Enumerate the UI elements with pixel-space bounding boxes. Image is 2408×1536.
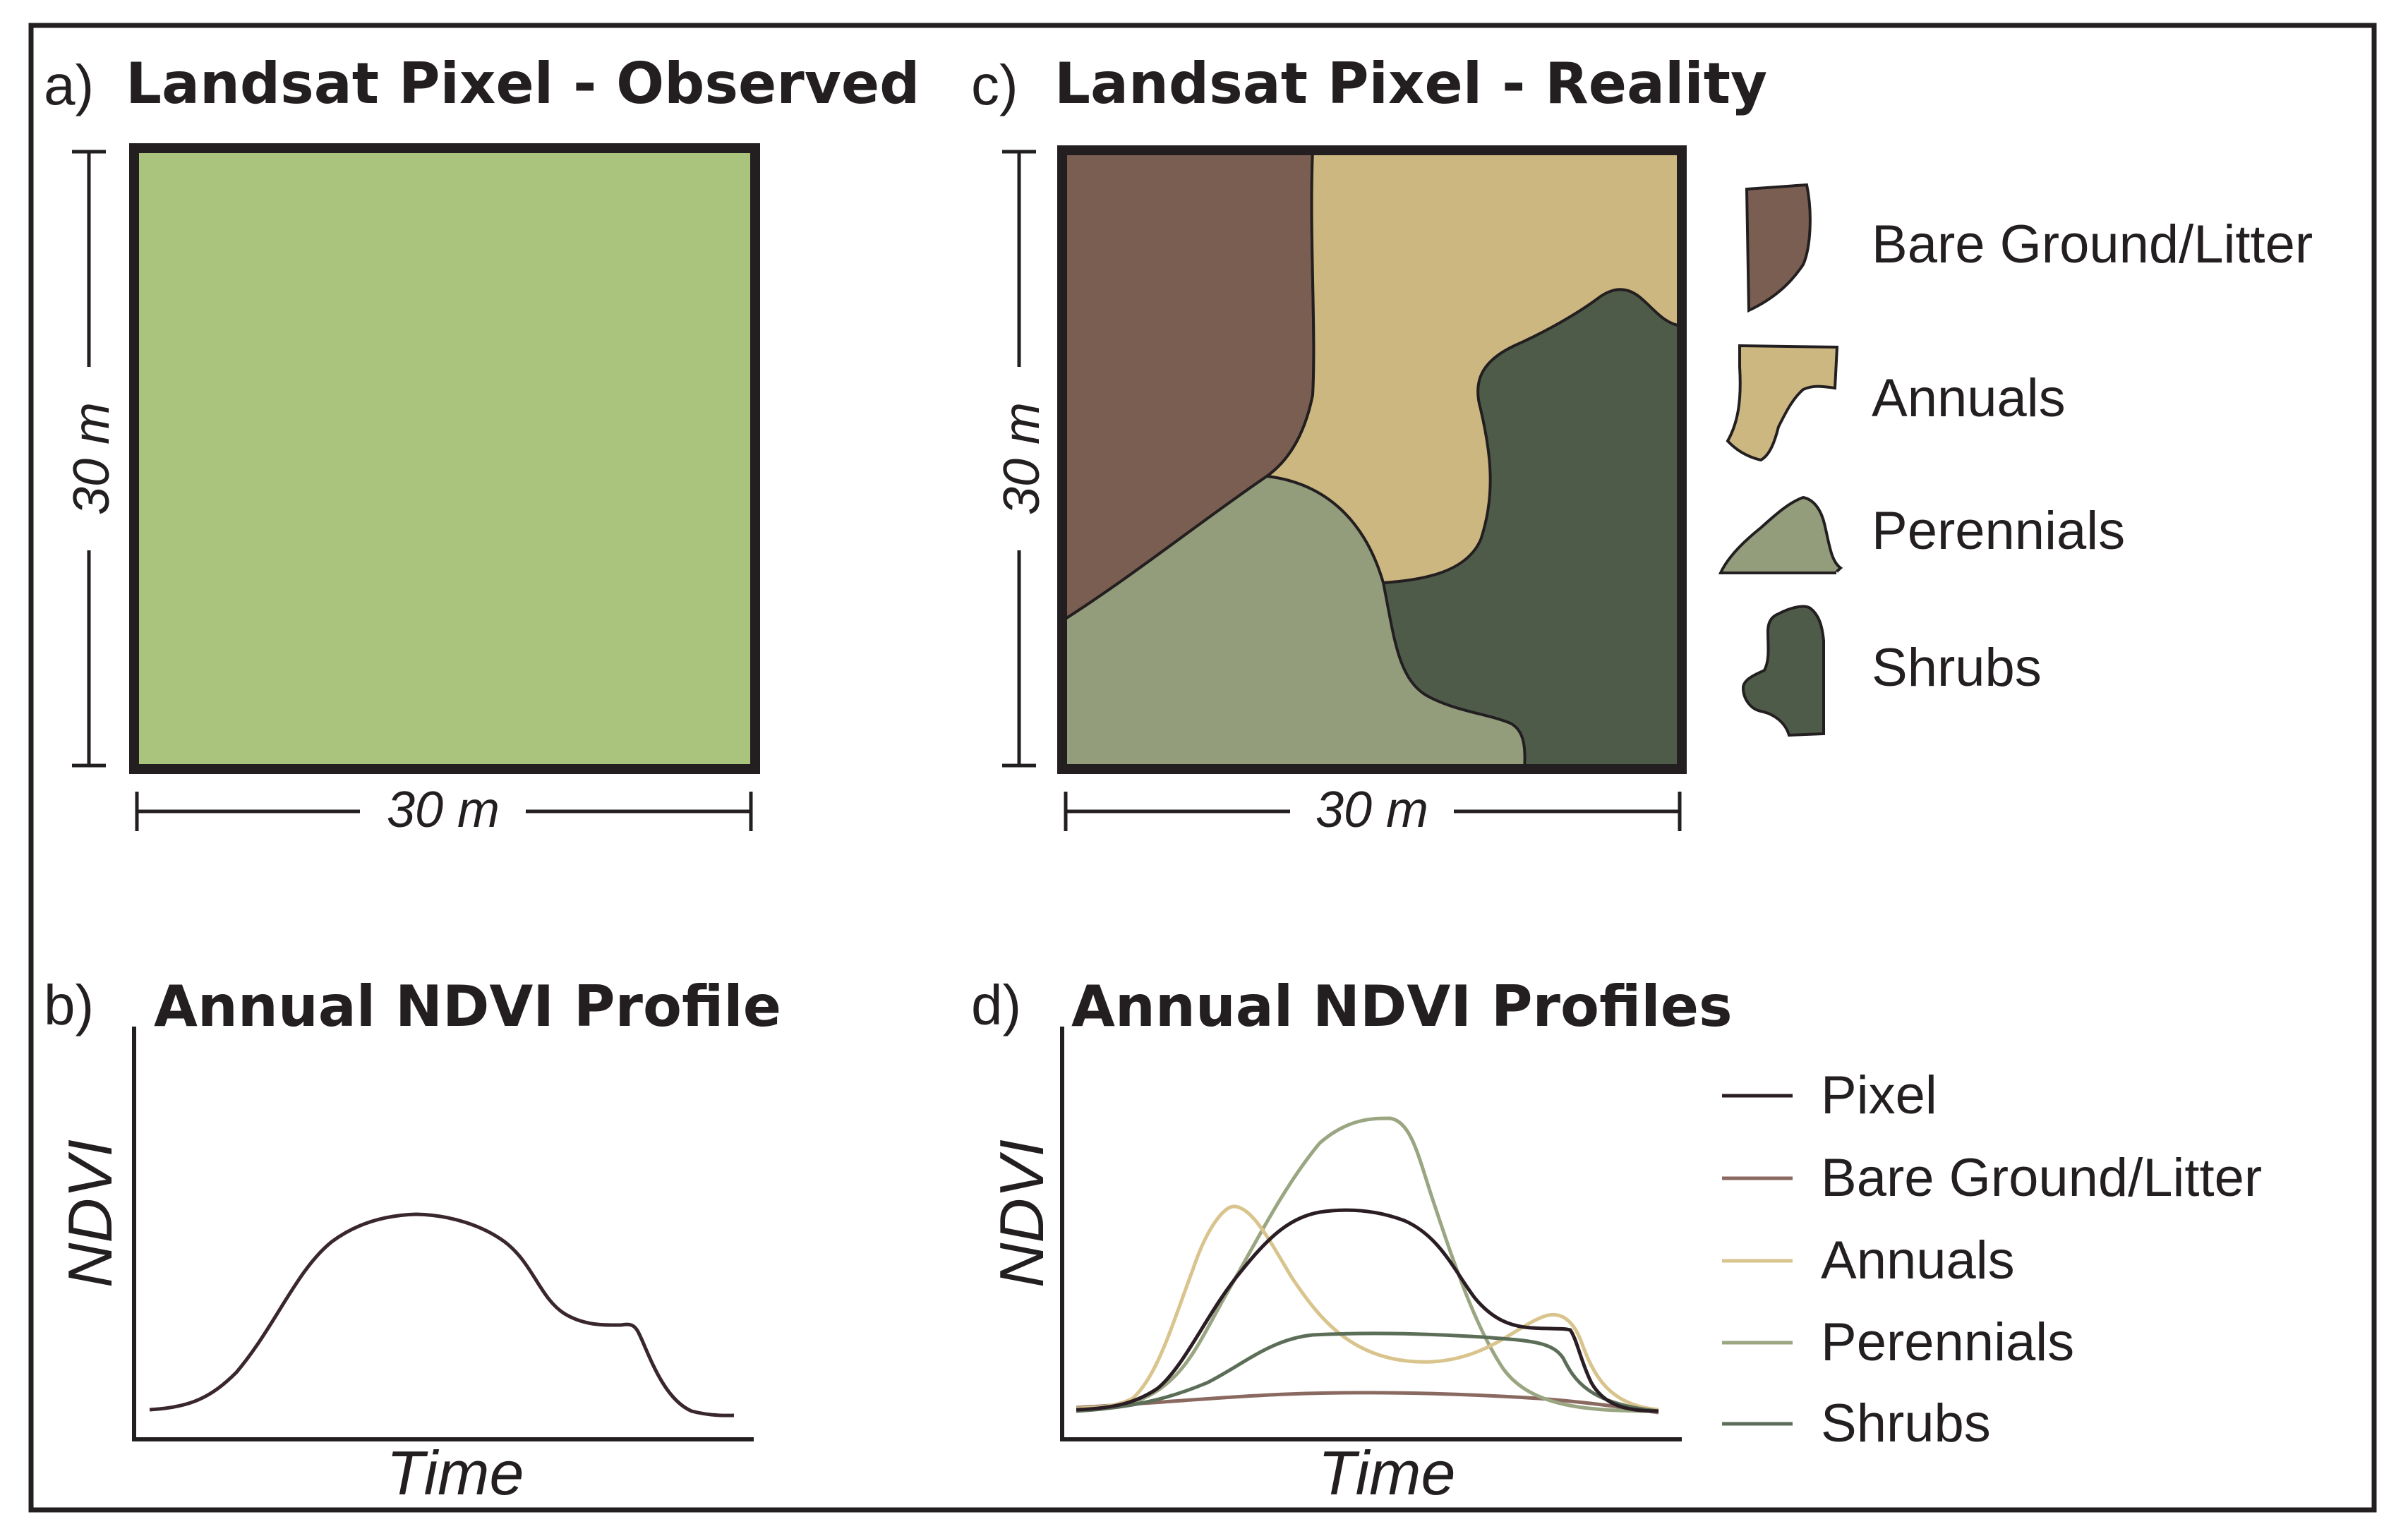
shrubs-swatch-icon xyxy=(1741,605,1825,737)
panel-b-axes xyxy=(132,1027,754,1441)
profile-legend-item: Perennials xyxy=(1722,1312,2074,1372)
panel-d-y-axis-label: NDVI xyxy=(987,1139,1056,1288)
panel-b-letter: b) xyxy=(44,974,94,1036)
profile-legend-label: Pixel xyxy=(1821,1065,1937,1125)
profile-curve-bare-ground xyxy=(1076,1391,1659,1415)
region-perennials xyxy=(1061,474,1527,770)
bare-ground-swatch-icon xyxy=(1745,183,1812,313)
panel-c-title: Landsat Pixel - Reality xyxy=(1054,51,1767,116)
panel-c-height-label: 30 m xyxy=(994,402,1050,515)
panel-b: b) Annual NDVI Profile NDVI Time xyxy=(44,974,781,1508)
profile-legend-label: Perennials xyxy=(1821,1312,2074,1372)
panel-a-height-dimension xyxy=(72,150,106,768)
profile-legend-label: Bare Ground/Litter xyxy=(1821,1148,2262,1208)
observed-pixel-square xyxy=(129,143,760,774)
panel-c-width-dimension xyxy=(1064,792,1682,831)
cover-legend-item: Annuals xyxy=(1726,344,2066,462)
profile-curve-pixel xyxy=(1076,1208,1659,1413)
panel-b-title: Annual NDVI Profile xyxy=(154,974,781,1039)
panel-c-width-label: 30 m xyxy=(1316,782,1428,838)
cover-legend-item: Shrubs xyxy=(1741,605,2042,737)
profile-legend: Pixel Bare Ground/Litter Annuals Perenni… xyxy=(1722,1065,2262,1453)
cover-legend-item: Perennials xyxy=(1718,495,2125,574)
cover-legend: Bare Ground/Litter Annuals Perennials Sh… xyxy=(1718,183,2313,737)
region-annuals xyxy=(1263,149,1683,585)
panel-a-letter: a) xyxy=(44,54,94,116)
panel-b-ndvi-curve xyxy=(149,1212,735,1417)
profile-legend-item: Shrubs xyxy=(1722,1393,1991,1453)
panel-d-axes xyxy=(1060,1027,1682,1441)
panel-c: c) Landsat Pixel - Reality 30 m xyxy=(971,51,1767,838)
panel-c-height-dimension xyxy=(1002,150,1036,768)
cover-legend-label: Bare Ground/Litter xyxy=(1872,214,2313,274)
reality-pixel-border xyxy=(1057,145,1687,774)
panel-b-y-axis-label: NDVI xyxy=(55,1139,125,1288)
panel-d-title: Annual NDVI Profiles xyxy=(1071,974,1733,1039)
profile-curve-perennials xyxy=(1076,1116,1659,1413)
panel-b-x-axis-label: Time xyxy=(387,1438,524,1508)
cover-legend-label: Perennials xyxy=(1872,501,2125,561)
panel-d-letter: d) xyxy=(971,974,1021,1036)
panel-a: a) Landsat Pixel - Observed 30 m 30 m xyxy=(44,51,920,838)
cover-legend-item: Bare Ground/Litter xyxy=(1745,183,2313,313)
panel-d: d) Annual NDVI Profiles NDVI Time xyxy=(971,974,1733,1508)
panel-a-width-dimension xyxy=(135,792,753,831)
panel-a-title: Landsat Pixel - Observed xyxy=(126,51,920,116)
panel-a-height-label: 30 m xyxy=(64,402,120,515)
profile-curve-annuals xyxy=(1076,1204,1659,1412)
profile-legend-label: Shrubs xyxy=(1821,1393,1991,1453)
cover-legend-label: Shrubs xyxy=(1872,638,2042,698)
perennials-swatch-icon xyxy=(1718,495,1843,574)
profile-legend-label: Annuals xyxy=(1821,1230,2015,1290)
reality-pixel xyxy=(1057,145,1687,774)
profile-legend-item: Annuals xyxy=(1722,1230,2015,1290)
panel-a-width-label: 30 m xyxy=(387,782,500,838)
profile-curve-shrubs xyxy=(1076,1331,1659,1413)
cover-legend-label: Annuals xyxy=(1872,368,2066,428)
profile-legend-item: Pixel xyxy=(1722,1065,1937,1125)
annuals-swatch-icon xyxy=(1726,344,1839,462)
panel-d-x-axis-label: Time xyxy=(1318,1438,1456,1508)
panel-c-letter: c) xyxy=(971,54,1018,116)
profile-legend-item: Bare Ground/Litter xyxy=(1722,1148,2262,1208)
